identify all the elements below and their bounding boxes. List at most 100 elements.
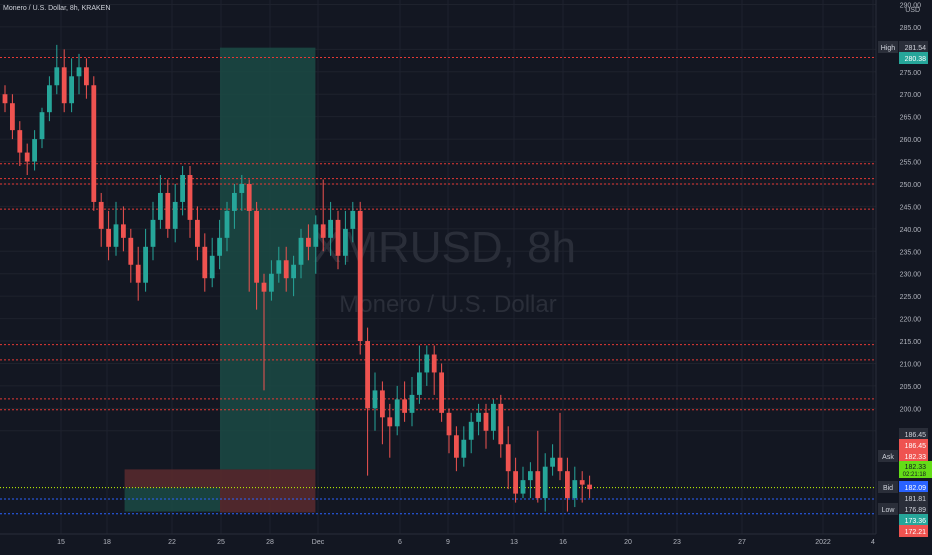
candle-body	[172, 201, 178, 229]
candle-body	[306, 237, 311, 247]
price-tag: 172.21	[899, 525, 928, 537]
candle-body	[298, 237, 304, 265]
candle-body	[528, 471, 533, 481]
y-tick-label: 235.00	[900, 249, 922, 256]
price-tag-value: 186.45	[905, 432, 927, 439]
low-price-tag: Low 176.89	[878, 503, 928, 515]
candle-body	[98, 201, 104, 229]
candle-body	[387, 417, 393, 427]
candle-body	[520, 480, 526, 494]
candle-body	[113, 224, 119, 247]
x-tick-label: 20	[624, 539, 632, 546]
high-price-tag: High 281.54	[878, 41, 928, 53]
price-tag: 181.81	[899, 492, 928, 504]
y-tick-label: 230.00	[900, 272, 922, 279]
candle-body	[565, 471, 570, 499]
candle-body	[409, 394, 415, 413]
candle-body	[402, 399, 407, 413]
price-tag-prefix: Ask	[882, 454, 894, 461]
candle-body	[461, 439, 467, 458]
candle-body	[350, 210, 356, 229]
x-tick-label: 15	[57, 539, 65, 546]
candle-body	[505, 444, 511, 472]
x-tick-label: 25	[217, 539, 225, 546]
watermark: XMRUSD, 8h Monero / U.S. Dollar	[312, 223, 576, 318]
price-tag-bg	[899, 481, 928, 493]
price-tag-value: 182.09	[905, 485, 927, 492]
y-tick-label: 220.00	[900, 317, 922, 324]
price-tag: 186.45	[899, 428, 928, 440]
price-tag-value: 182.33	[905, 454, 927, 461]
y-tick-label: 210.00	[900, 361, 922, 368]
price-tag-bg	[899, 525, 928, 537]
price-tag-bg	[899, 503, 928, 515]
axis-currency-label: USD	[905, 7, 920, 14]
candle-body	[468, 421, 474, 440]
x-tick-label: 2022	[815, 539, 831, 546]
candle-body	[39, 112, 45, 140]
y-tick-label: 245.00	[900, 204, 922, 211]
candle-body	[498, 403, 504, 445]
candle-body	[158, 192, 163, 220]
candle-body	[431, 354, 437, 373]
candle-body	[61, 67, 67, 104]
candle-body	[513, 471, 518, 494]
y-tick-label: 215.00	[900, 339, 922, 346]
candle-body	[313, 224, 319, 247]
price-tag-value: 181.81	[905, 496, 927, 503]
candle-body	[150, 219, 156, 247]
candle-body	[261, 282, 267, 292]
price-tag-bg	[899, 428, 928, 440]
x-tick-label: 6	[398, 539, 402, 546]
price-tag-bg	[899, 41, 928, 53]
stop-price-tag: 173.36	[899, 514, 928, 526]
chart-header-title: Monero / U.S. Dollar, 8h, KRAKEN	[3, 5, 111, 12]
candle-body	[202, 246, 208, 279]
candle-body	[454, 435, 459, 458]
x-tick-label: 22	[168, 539, 176, 546]
price-tag-bg	[899, 52, 928, 64]
price-tag-value: 186.45	[905, 443, 927, 450]
candle-body	[24, 152, 30, 162]
candle-body	[343, 228, 348, 256]
candle-body	[91, 85, 97, 202]
candle-body	[365, 341, 370, 409]
candle-body	[587, 484, 592, 490]
candle-body	[417, 372, 422, 395]
x-tick-label: 9	[446, 539, 450, 546]
price-tag-prefix: Low	[882, 507, 896, 514]
candle-body	[224, 210, 230, 238]
bid-price-tag: Bid 182.09	[878, 481, 928, 493]
candle-body	[2, 94, 8, 104]
loss-zone	[220, 487, 316, 513]
last-price-tag-bg	[899, 461, 932, 478]
candle-body	[357, 210, 363, 342]
candle-body	[54, 67, 60, 86]
candle-body	[372, 390, 378, 409]
candle-body	[394, 399, 400, 427]
price-tag-prefix: Bid	[883, 485, 893, 492]
candle-body	[128, 237, 134, 265]
candle-body	[76, 67, 82, 77]
candle-body	[328, 219, 333, 238]
candle-body	[276, 260, 282, 274]
price-tag-value: 280.38	[905, 56, 927, 63]
y-tick-label: 255.00	[900, 160, 922, 167]
candle-body	[557, 457, 563, 472]
y-tick-label: 205.00	[900, 384, 922, 391]
price-tag-value: 176.89	[905, 507, 927, 514]
candle-body	[217, 237, 222, 256]
candles-group	[2, 44, 592, 512]
y-tick-label: 270.00	[900, 92, 922, 99]
candle-body	[143, 246, 148, 283]
candle-body	[424, 354, 430, 373]
candle-body	[269, 273, 274, 292]
candle-body	[121, 224, 126, 238]
candle-body	[180, 175, 185, 202]
y-tick-label: 200.00	[900, 406, 922, 413]
candle-body	[291, 264, 296, 279]
candle-body	[476, 412, 481, 422]
candle-body	[380, 390, 385, 418]
